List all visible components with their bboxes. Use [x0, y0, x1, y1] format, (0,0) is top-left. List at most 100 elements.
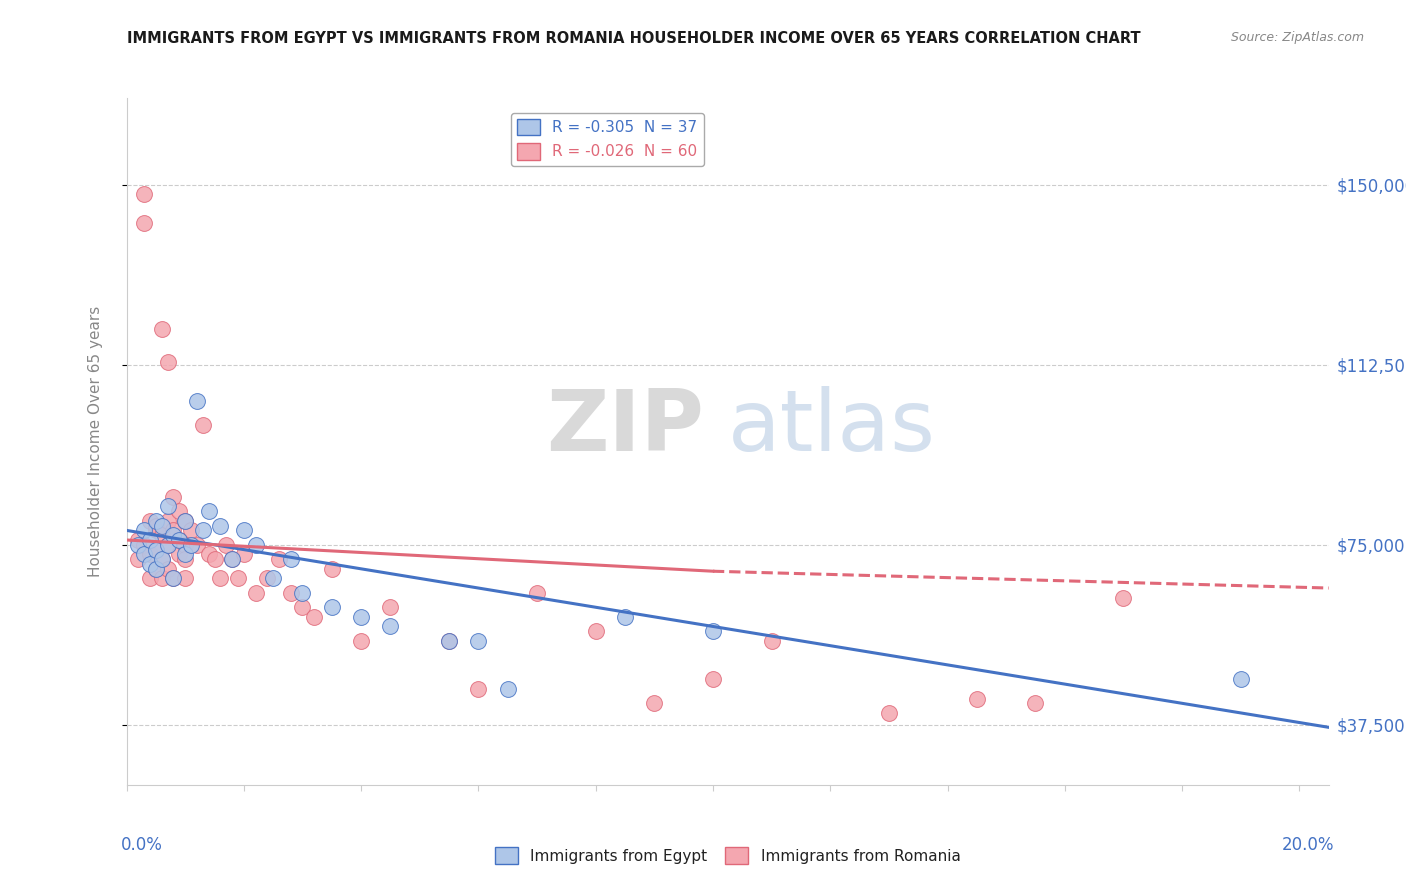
- Point: [145, 542, 167, 557]
- Point: [350, 633, 373, 648]
- Point: [134, 216, 156, 230]
- Point: [966, 691, 988, 706]
- Point: [145, 514, 167, 528]
- Point: [150, 528, 173, 542]
- Point: [139, 514, 162, 528]
- Point: [380, 600, 402, 615]
- Point: [221, 552, 243, 566]
- Point: [134, 548, 156, 562]
- Point: [180, 538, 202, 552]
- Point: [186, 393, 208, 408]
- Text: 20.0%: 20.0%: [1282, 837, 1334, 855]
- Point: [702, 624, 724, 639]
- Y-axis label: Householder Income Over 65 years: Householder Income Over 65 years: [89, 306, 103, 577]
- Point: [139, 533, 162, 547]
- Point: [162, 524, 184, 538]
- Point: [145, 518, 167, 533]
- Point: [321, 600, 343, 615]
- Point: [197, 504, 219, 518]
- Point: [169, 533, 191, 547]
- Text: Source: ZipAtlas.com: Source: ZipAtlas.com: [1230, 31, 1364, 45]
- Point: [221, 552, 243, 566]
- Point: [1024, 696, 1046, 710]
- Point: [139, 548, 162, 562]
- Point: [169, 533, 191, 547]
- Point: [186, 538, 208, 552]
- Point: [145, 562, 167, 576]
- Point: [643, 696, 665, 710]
- Legend: Immigrants from Egypt, Immigrants from Romania: Immigrants from Egypt, Immigrants from R…: [489, 841, 966, 870]
- Point: [877, 706, 900, 720]
- Point: [209, 518, 232, 533]
- Point: [156, 562, 179, 576]
- Point: [174, 548, 197, 562]
- Point: [232, 524, 254, 538]
- Point: [145, 524, 167, 538]
- Point: [139, 571, 162, 585]
- Point: [215, 538, 238, 552]
- Point: [321, 562, 343, 576]
- Point: [174, 514, 197, 528]
- Point: [197, 548, 219, 562]
- Point: [1229, 673, 1251, 687]
- Point: [232, 548, 254, 562]
- Point: [267, 552, 290, 566]
- Point: [150, 321, 173, 335]
- Point: [467, 681, 489, 696]
- Point: [350, 610, 373, 624]
- Point: [496, 681, 519, 696]
- Point: [169, 504, 191, 518]
- Point: [145, 542, 167, 557]
- Point: [280, 552, 302, 566]
- Point: [585, 624, 607, 639]
- Point: [156, 355, 179, 369]
- Point: [256, 571, 278, 585]
- Text: 0.0%: 0.0%: [121, 837, 163, 855]
- Point: [150, 552, 173, 566]
- Point: [204, 552, 226, 566]
- Text: IMMIGRANTS FROM EGYPT VS IMMIGRANTS FROM ROMANIA HOUSEHOLDER INCOME OVER 65 YEAR: IMMIGRANTS FROM EGYPT VS IMMIGRANTS FROM…: [127, 31, 1140, 46]
- Point: [156, 514, 179, 528]
- Point: [127, 552, 149, 566]
- Point: [467, 633, 489, 648]
- Point: [156, 538, 179, 552]
- Point: [134, 187, 156, 202]
- Point: [245, 586, 267, 600]
- Point: [614, 610, 637, 624]
- Point: [1112, 591, 1135, 605]
- Point: [437, 633, 460, 648]
- Point: [180, 524, 202, 538]
- Point: [134, 538, 156, 552]
- Point: [174, 514, 197, 528]
- Point: [134, 524, 156, 538]
- Point: [245, 538, 267, 552]
- Point: [162, 490, 184, 504]
- Point: [156, 538, 179, 552]
- Point: [127, 533, 149, 547]
- Point: [162, 528, 184, 542]
- Point: [191, 417, 214, 432]
- Point: [302, 610, 325, 624]
- Point: [162, 571, 184, 585]
- Point: [380, 619, 402, 633]
- Text: atlas: atlas: [728, 386, 935, 469]
- Text: ZIP: ZIP: [546, 386, 703, 469]
- Point: [526, 586, 548, 600]
- Point: [191, 524, 214, 538]
- Point: [209, 571, 232, 585]
- Point: [127, 538, 149, 552]
- Point: [174, 538, 197, 552]
- Point: [262, 571, 284, 585]
- Point: [150, 518, 173, 533]
- Point: [162, 571, 184, 585]
- Point: [291, 600, 314, 615]
- Point: [226, 571, 249, 585]
- Point: [150, 571, 173, 585]
- Point: [139, 557, 162, 571]
- Point: [702, 673, 724, 687]
- Point: [291, 586, 314, 600]
- Point: [145, 562, 167, 576]
- Point: [174, 552, 197, 566]
- Point: [761, 633, 783, 648]
- Point: [174, 571, 197, 585]
